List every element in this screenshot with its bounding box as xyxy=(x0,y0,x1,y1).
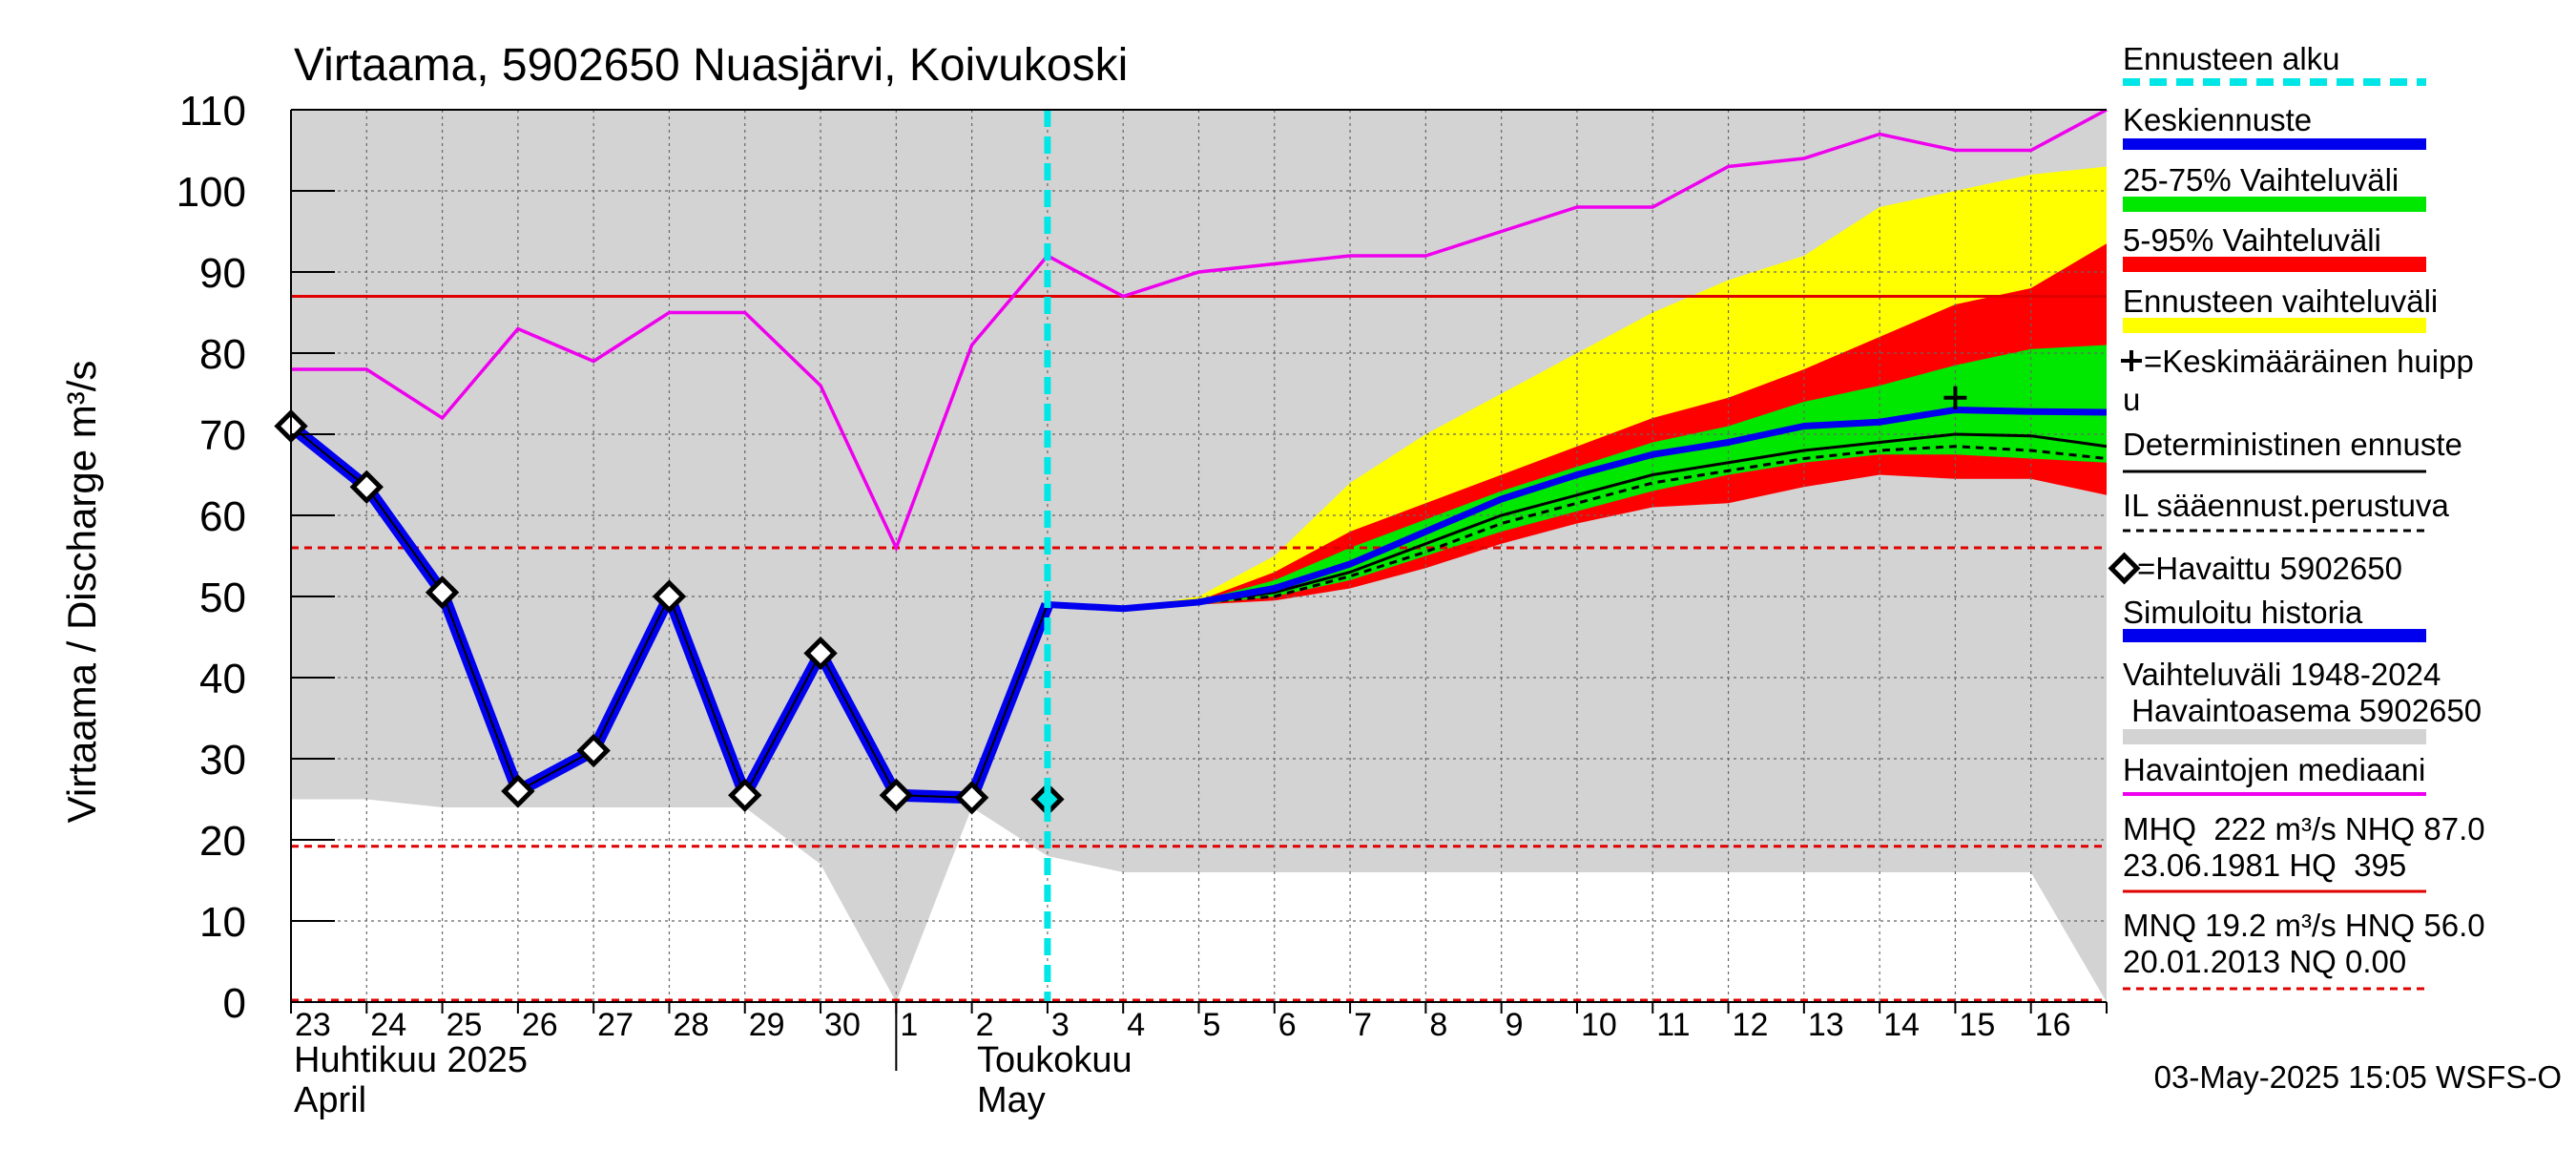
y-tick-label: 110 xyxy=(179,88,246,135)
legend-mean-peak-icon xyxy=(2121,350,2142,371)
legend-history-range-label-2: Havaintoasema 5902650 xyxy=(2123,693,2482,728)
x-tick-label: 26 xyxy=(522,1007,558,1043)
month-label-may-en: May xyxy=(977,1080,1046,1120)
observed-point xyxy=(879,778,914,812)
x-tick-label: 2 xyxy=(976,1007,994,1043)
x-tick-label: 4 xyxy=(1127,1007,1145,1043)
legend-history-range-label: Vaihteluväli 1948-2024 xyxy=(2123,657,2441,692)
x-tick-label: 13 xyxy=(1808,1007,1844,1043)
x-tick-label: 5 xyxy=(1203,1007,1221,1043)
x-tick-label: 14 xyxy=(1883,1007,1920,1043)
x-tick-label: 28 xyxy=(673,1007,709,1043)
legend-forecast-range-label: Ennusteen vaihteluväli xyxy=(2123,283,2438,319)
x-tick-label: 30 xyxy=(824,1007,861,1043)
observed-point xyxy=(803,636,838,671)
x-tick-label: 8 xyxy=(1429,1007,1447,1043)
x-tick-label: 10 xyxy=(1581,1007,1617,1043)
x-tick-label: 1 xyxy=(900,1007,918,1043)
y-tick-label: 70 xyxy=(199,412,246,459)
month-label-april-en: April xyxy=(294,1080,366,1120)
y-tick-label: 100 xyxy=(177,169,246,216)
y-tick-label: 80 xyxy=(199,331,246,378)
y-tick-label: 60 xyxy=(199,493,246,540)
x-tick-label: 25 xyxy=(447,1007,483,1043)
legend-mean-forecast-label: Keskiennuste xyxy=(2123,102,2312,137)
y-tick-label: 10 xyxy=(199,899,246,946)
x-tick-label: 29 xyxy=(749,1007,785,1043)
x-tick-label: 24 xyxy=(370,1007,406,1043)
x-tick-label: 6 xyxy=(1278,1007,1297,1043)
x-tick-label: 12 xyxy=(1733,1007,1769,1043)
legend-stats-low-line1: MNQ 19.2 m³/s HNQ 56.0 xyxy=(2123,908,2485,943)
chart-series xyxy=(274,108,2108,1002)
x-tick-label: 15 xyxy=(1959,1007,1995,1043)
legend-il-forecast-label: IL sääennust.perustuva xyxy=(2123,488,2449,523)
x-tick-label: 7 xyxy=(1354,1007,1372,1043)
forecast-range-band xyxy=(1123,166,2107,609)
month-label-april-fi: Huhtikuu 2025 xyxy=(294,1040,528,1080)
x-tick-label: 23 xyxy=(295,1007,331,1043)
y-tick-label: 30 xyxy=(199,737,246,784)
median-line xyxy=(291,108,2108,553)
legend-band-25-75-label: 25-75% Vaihteluväli xyxy=(2123,162,2399,198)
legend-forecast-start-label: Ennusteen alku xyxy=(2123,41,2340,76)
legend-observed-icon xyxy=(2108,552,2141,585)
chart-title: Virtaama, 5902650 Nuasjärvi, Koivukoski xyxy=(294,40,1128,91)
x-tick-label: 16 xyxy=(2035,1007,2071,1043)
legend-stats-high-line2: 23.06.1981 HQ 395 xyxy=(2123,847,2406,883)
month-label-may-fi: Toukokuu xyxy=(977,1040,1132,1080)
y-tick-label: 0 xyxy=(223,980,246,1027)
observed-point xyxy=(728,778,762,812)
observed-point xyxy=(652,579,687,614)
mean-forecast-line xyxy=(1047,407,2108,613)
y-axis-label: Virtaama / Discharge m³/s xyxy=(59,361,104,824)
observed-point xyxy=(349,470,384,504)
observed-point xyxy=(1030,782,1065,817)
y-tick-label: 90 xyxy=(199,250,246,297)
observed-point xyxy=(954,781,989,815)
x-tick-label: 3 xyxy=(1051,1007,1070,1043)
legend-stats-low-line2: 20.01.2013 NQ 0.00 xyxy=(2123,944,2406,979)
legend-median-label: Havaintojen mediaani xyxy=(2123,752,2425,787)
legend-mean-peak-label: =Keskimääräinen huipp xyxy=(2144,344,2474,379)
x-tick-label: 27 xyxy=(597,1007,634,1043)
x-tick-label: 11 xyxy=(1656,1007,1690,1043)
y-tick-label: 50 xyxy=(199,575,246,621)
y-tick-label: 40 xyxy=(199,656,246,702)
observed-point xyxy=(425,575,460,610)
observed-point xyxy=(576,733,611,768)
legend-band-5-95-label: 5-95% Vaihteluväli xyxy=(2123,222,2381,258)
band-25-75 xyxy=(1123,345,2107,609)
legend-observed-label: =Havaittu 5902650 xyxy=(2137,551,2402,586)
x-tick-label: 9 xyxy=(1506,1007,1524,1043)
reference-lines xyxy=(291,295,2107,1002)
timestamp-footer: 03-May-2025 15:05 WSFS-O xyxy=(2154,1059,2562,1095)
legend-stats-high-line1: MHQ 222 m³/s NHQ 87.0 xyxy=(2123,811,2485,847)
legend-simulated-label: Simuloitu historia xyxy=(2123,595,2363,630)
legend-deterministic-label: Deterministinen ennuste xyxy=(2123,427,2462,462)
y-tick-label: 20 xyxy=(199,818,246,865)
legend-mean-peak-label-wrap: u xyxy=(2123,382,2140,417)
observed-point xyxy=(501,774,535,808)
legend: Ennusteen alku Keskiennuste 25-75% Vaiht… xyxy=(2108,41,2485,991)
